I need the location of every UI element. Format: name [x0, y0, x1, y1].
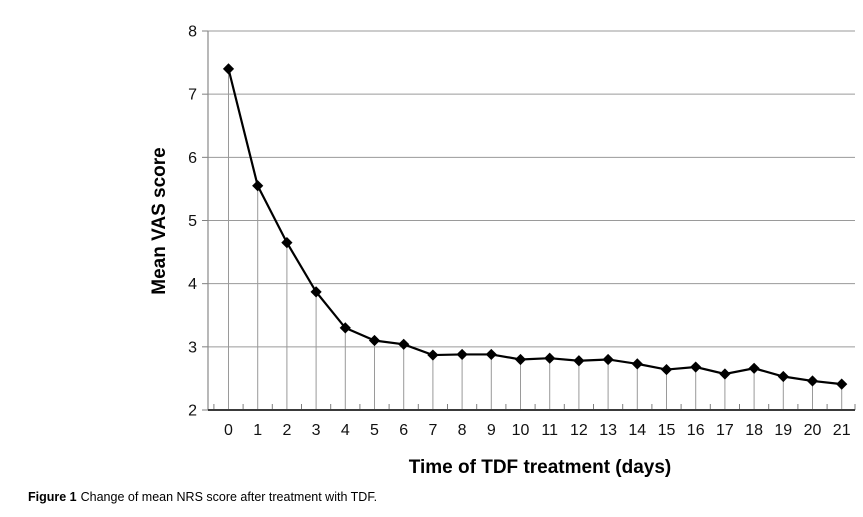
data-point-marker: [836, 378, 848, 390]
x-tick-label: 17: [716, 422, 734, 439]
data-point-marker: [339, 322, 351, 334]
data-point-marker: [398, 338, 410, 350]
figure-caption: Figure 1 Change of mean NRS score after t…: [28, 490, 377, 504]
data-point-marker: [631, 358, 643, 370]
x-tick-label: 12: [570, 422, 588, 439]
y-tick-label: 8: [188, 24, 197, 41]
y-axis-title: Mean VAS score: [149, 147, 170, 295]
data-point-marker: [252, 180, 264, 192]
data-point-marker: [602, 353, 614, 366]
x-tick-label: 8: [458, 422, 467, 439]
y-tick-label: 4: [188, 276, 197, 293]
x-tick-label: 3: [312, 422, 321, 439]
y-tick-label: 7: [188, 87, 197, 104]
x-tick-label: 4: [341, 422, 350, 439]
x-tick-label: 21: [833, 422, 851, 439]
x-tick-label: 6: [399, 422, 408, 439]
x-tick-label: 20: [804, 422, 822, 439]
data-point-marker: [368, 334, 381, 347]
y-tick-label: 3: [188, 339, 197, 356]
data-point-marker: [427, 349, 439, 361]
data-point-marker: [573, 355, 585, 367]
y-tick-label: 5: [188, 213, 197, 230]
x-tick-label: 9: [487, 422, 496, 439]
y-tick-label: 2: [188, 403, 197, 420]
x-tick-label: 13: [599, 422, 617, 439]
y-tick-label: 6: [188, 150, 197, 167]
x-tick-label: 1: [253, 422, 262, 439]
data-point-marker: [748, 362, 760, 374]
x-tick-label: 5: [370, 422, 379, 439]
data-point-marker: [660, 363, 673, 376]
data-point-marker: [485, 348, 497, 361]
series-line: [227, 68, 842, 386]
data-point-marker: [690, 361, 702, 373]
figure-caption-label: Figure 1: [28, 490, 77, 504]
data-point-marker: [544, 352, 556, 364]
data-point-marker: [777, 370, 789, 383]
figure-caption-text: Change of mean NRS score after treatment…: [80, 490, 378, 504]
data-point-marker: [456, 348, 468, 361]
data-point-marker: [310, 286, 322, 298]
data-point-marker: [514, 353, 527, 366]
x-tick-label: 10: [512, 422, 530, 439]
x-tick-label: 18: [745, 422, 763, 439]
x-tick-label: 15: [658, 422, 676, 439]
data-point-marker: [222, 63, 235, 75]
data-point-marker: [806, 375, 819, 387]
data-point-marker: [719, 368, 731, 380]
x-tick-label: 7: [428, 422, 437, 439]
x-tick-label: 0: [224, 422, 233, 439]
x-tick-label: 19: [774, 422, 792, 439]
x-tick-label: 16: [687, 422, 705, 439]
x-axis-title: Time of TDF treatment (days): [408, 457, 672, 478]
x-tick-label: 2: [282, 422, 291, 439]
x-tick-label: 14: [628, 422, 646, 439]
x-tick-label: 11: [541, 422, 558, 439]
data-point-marker: [281, 237, 293, 249]
